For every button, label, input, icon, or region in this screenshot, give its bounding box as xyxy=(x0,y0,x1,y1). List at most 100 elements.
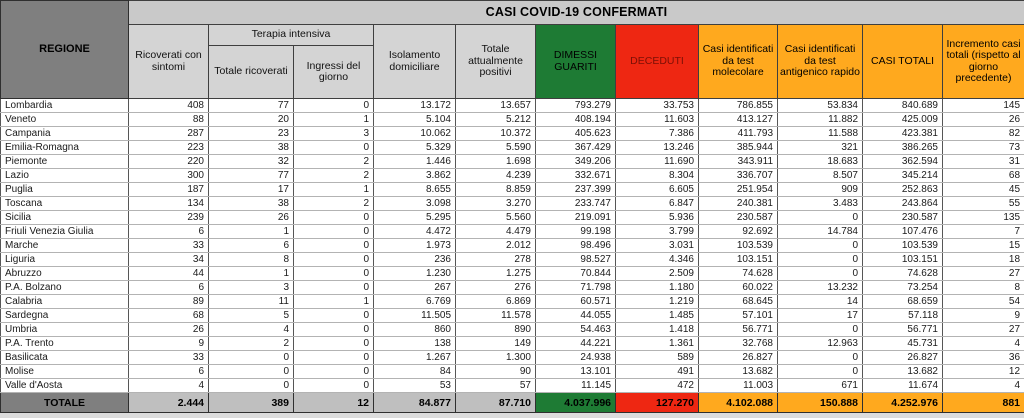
value-cell: 2 xyxy=(208,336,294,351)
value-cell: 1.973 xyxy=(373,238,456,253)
region-cell: P.A. Trento xyxy=(0,336,129,351)
value-cell: 18.683 xyxy=(777,154,863,169)
value-cell: 1.230 xyxy=(373,266,456,281)
value-cell: 3 xyxy=(208,280,294,295)
table-row: Lombardia 408 77 0 13.172 13.657 793.279 33.753… xyxy=(0,98,1024,113)
value-cell: 53 xyxy=(373,378,456,393)
value-cell: 386.265 xyxy=(862,140,943,155)
value-cell: 20 xyxy=(208,112,294,127)
value-cell: 0 xyxy=(208,364,294,379)
value-cell: 26 xyxy=(941,112,1024,127)
region-cell: Lombardia xyxy=(0,98,129,113)
value-cell: 1 xyxy=(293,112,374,127)
value-cell: 219.091 xyxy=(535,210,616,225)
value-cell: 33.753 xyxy=(615,98,699,113)
value-cell: 8 xyxy=(208,252,294,267)
value-cell: 12 xyxy=(941,364,1024,379)
value-cell: 2 xyxy=(293,154,374,169)
value-cell: 7.386 xyxy=(615,126,699,141)
value-cell: 1.267 xyxy=(373,350,456,365)
value-cell: 1.275 xyxy=(455,266,536,281)
value-cell: 5.329 xyxy=(373,140,456,155)
value-cell: 57 xyxy=(455,378,536,393)
value-cell: 405.623 xyxy=(535,126,616,141)
value-cell: 8 xyxy=(941,280,1024,295)
value-cell: 138 xyxy=(373,336,456,351)
table-row: Valle d'Aosta 4 0 0 53 57 11.145 472 11.003 671 11… xyxy=(0,378,1024,393)
value-cell: 6.605 xyxy=(615,182,699,197)
value-cell: 793.279 xyxy=(535,98,616,113)
value-cell: 10.062 xyxy=(373,126,456,141)
region-cell: Basilicata xyxy=(0,350,129,365)
region-cell: Piemonte xyxy=(0,154,129,169)
value-cell: 0 xyxy=(293,308,374,323)
table-row: Emilia-Romagna 223 38 0 5.329 5.590 367.429 13.… xyxy=(0,140,1024,155)
value-cell: 6.869 xyxy=(455,294,536,309)
total-incremento-cell: 881 xyxy=(941,392,1024,413)
value-cell: 4 xyxy=(208,322,294,337)
column-header-regione: REGIONE xyxy=(0,0,129,99)
value-cell: 15 xyxy=(941,238,1024,253)
total-label: TOTALE xyxy=(0,392,129,413)
value-cell: 472 xyxy=(615,378,699,393)
value-cell: 11.145 xyxy=(535,378,616,393)
value-cell: 287 xyxy=(128,126,209,141)
value-cell: 88 xyxy=(128,112,209,127)
value-cell: 57.101 xyxy=(698,308,778,323)
value-cell: 4.472 xyxy=(373,224,456,239)
value-cell: 786.855 xyxy=(698,98,778,113)
value-cell: 17 xyxy=(208,182,294,197)
region-cell: Valle d'Aosta xyxy=(0,378,129,393)
value-cell: 14.784 xyxy=(777,224,863,239)
value-cell: 3.031 xyxy=(615,238,699,253)
column-header-totale-ricoverati: Totale ricoverati xyxy=(208,45,294,99)
value-cell: 5.104 xyxy=(373,112,456,127)
value-cell: 27 xyxy=(941,266,1024,281)
region-cell: Friuli Venezia Giulia xyxy=(0,224,129,239)
value-cell: 73 xyxy=(941,140,1024,155)
total-guariti-cell: 4.037.996 xyxy=(535,392,616,413)
region-cell: Toscana xyxy=(0,196,129,211)
value-cell: 0 xyxy=(293,98,374,113)
value-cell: 84 xyxy=(373,364,456,379)
value-cell: 10.372 xyxy=(455,126,536,141)
column-header-test-antigenico: Casi identificati da test antigenico rap… xyxy=(777,24,863,99)
value-cell: 236 xyxy=(373,252,456,267)
table-title: CASI COVID-19 CONFERMATI xyxy=(127,0,1024,25)
value-cell: 1.300 xyxy=(455,350,536,365)
table-row: Lazio 300 77 2 3.862 4.239 332.671 8.304 336.707… xyxy=(0,168,1024,183)
value-cell: 90 xyxy=(455,364,536,379)
value-cell: 5.590 xyxy=(455,140,536,155)
value-cell: 4.239 xyxy=(455,168,536,183)
value-cell: 23 xyxy=(208,126,294,141)
total-antigenico-cell: 150.888 xyxy=(777,392,863,413)
column-header-incremento: Incremento casi totali (rispetto al gior… xyxy=(941,24,1024,99)
table-row: Piemonte 220 32 2 1.446 1.698 349.206 11.690 343… xyxy=(0,154,1024,169)
value-cell: 12.963 xyxy=(777,336,863,351)
value-cell: 45 xyxy=(941,182,1024,197)
value-cell: 13.172 xyxy=(373,98,456,113)
value-cell: 149 xyxy=(455,336,536,351)
value-cell: 18 xyxy=(941,252,1024,267)
value-cell: 220 xyxy=(128,154,209,169)
value-cell: 411.793 xyxy=(698,126,778,141)
value-cell: 0 xyxy=(208,378,294,393)
table-row: Calabria 89 11 1 6.769 6.869 60.571 1.219 68.645… xyxy=(0,294,1024,309)
column-header-ingressi-del-giorno: Ingressi del giorno xyxy=(293,45,374,99)
value-cell: 26 xyxy=(128,322,209,337)
value-cell: 1.446 xyxy=(373,154,456,169)
value-cell: 13.101 xyxy=(535,364,616,379)
value-cell: 0 xyxy=(293,336,374,351)
region-cell: Umbria xyxy=(0,322,129,337)
value-cell: 103.151 xyxy=(862,252,943,267)
value-cell: 74.628 xyxy=(862,266,943,281)
value-cell: 145 xyxy=(941,98,1024,113)
value-cell: 44 xyxy=(128,266,209,281)
value-cell: 3.799 xyxy=(615,224,699,239)
table-row: P.A. Trento 9 2 0 138 149 44.221 1.361 32.768 12.… xyxy=(0,336,1024,351)
value-cell: 103.539 xyxy=(698,238,778,253)
value-cell: 56.771 xyxy=(862,322,943,337)
value-cell: 240.381 xyxy=(698,196,778,211)
table-row: Molise 6 0 0 84 90 13.101 491 13.682 0 13.682 12 xyxy=(0,364,1024,379)
value-cell: 33 xyxy=(128,238,209,253)
